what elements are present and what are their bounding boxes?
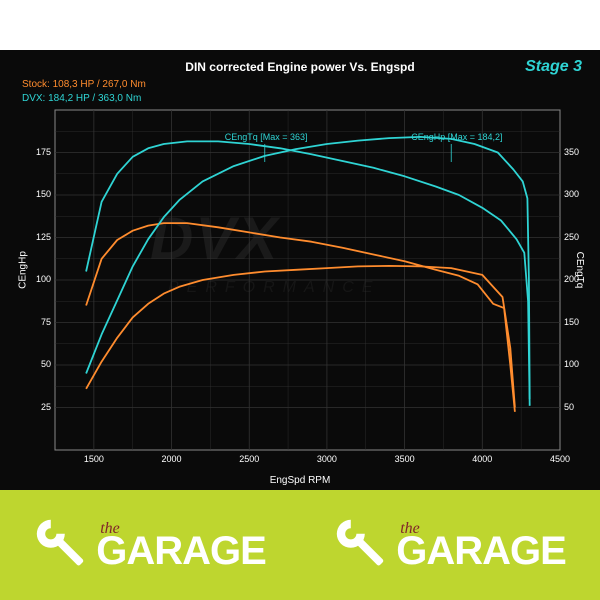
xtick: 4500	[540, 454, 580, 464]
xtick: 2000	[152, 454, 192, 464]
dyno-chart: DVX PERFORMANCE DIN corrected Engine pow…	[0, 50, 600, 490]
banner-logo-right: the GARAGE	[334, 517, 566, 573]
wrench-icon	[34, 517, 90, 573]
ytick-right: 250	[564, 232, 594, 242]
ytick-left: 75	[21, 317, 51, 327]
chart-annotation: CEngTq [Max = 363]	[225, 132, 308, 142]
ytick-right: 100	[564, 359, 594, 369]
garage-banner: the GARAGE the GARAGE	[0, 490, 600, 600]
ytick-left: 50	[21, 359, 51, 369]
ytick-left: 125	[21, 232, 51, 242]
ytick-right: 200	[564, 274, 594, 284]
ytick-left: 175	[21, 147, 51, 157]
banner-logo-left: the GARAGE	[34, 517, 266, 573]
top-margin	[0, 0, 600, 50]
ytick-right: 50	[564, 402, 594, 412]
xtick: 3500	[385, 454, 425, 464]
xtick: 1500	[74, 454, 114, 464]
ytick-left: 25	[21, 402, 51, 412]
ytick-left: 100	[21, 274, 51, 284]
plot-svg	[0, 50, 600, 490]
ytick-right: 350	[564, 147, 594, 157]
wrench-icon	[334, 517, 390, 573]
ytick-left: 150	[21, 189, 51, 199]
banner-text-left: the GARAGE	[96, 522, 266, 568]
ytick-right: 300	[564, 189, 594, 199]
ytick-right: 150	[564, 317, 594, 327]
chart-annotation: CEngHp [Max = 184,2]	[411, 132, 502, 142]
banner-garage-left: GARAGE	[96, 534, 266, 568]
banner-garage-right: GARAGE	[396, 534, 566, 568]
xtick: 4000	[462, 454, 502, 464]
xtick: 2500	[229, 454, 269, 464]
xtick: 3000	[307, 454, 347, 464]
page: DVX PERFORMANCE DIN corrected Engine pow…	[0, 0, 600, 600]
banner-text-right: the GARAGE	[396, 522, 566, 568]
